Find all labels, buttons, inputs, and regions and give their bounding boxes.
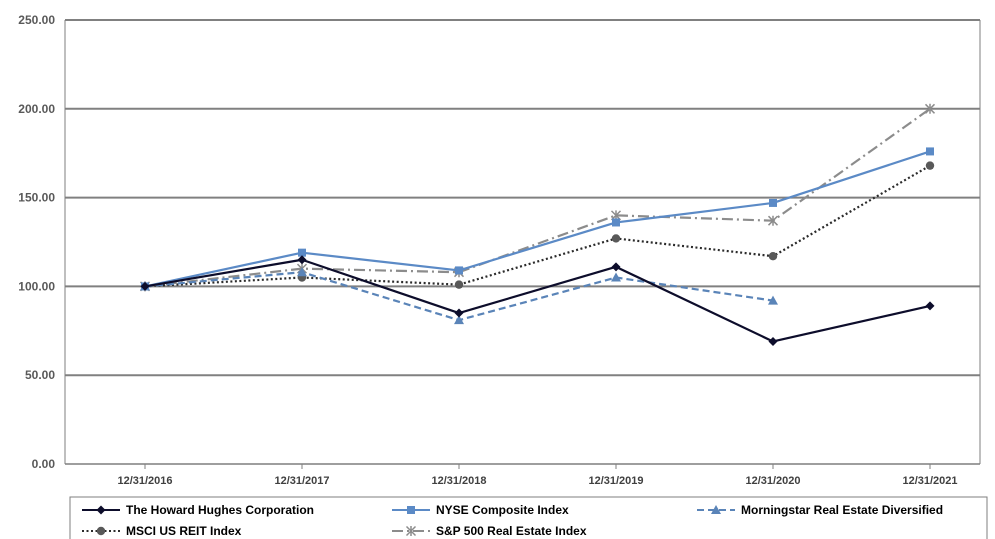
legend-marker	[96, 505, 106, 515]
data-point	[925, 301, 935, 311]
y-tick-label: 150.00	[18, 191, 55, 205]
data-point	[768, 336, 778, 346]
legend: The Howard Hughes Corporation NYSE Compos…	[69, 496, 988, 539]
legend-marker	[405, 525, 417, 537]
series-msci-us-reit-index	[140, 161, 935, 291]
data-point	[611, 272, 621, 282]
y-tick-label: 0.00	[32, 457, 56, 471]
legend-label: Morningstar Real Estate Diversified	[741, 503, 943, 517]
y-tick-label: 200.00	[18, 102, 55, 116]
legend-item-nyse-composite-index: NYSE Composite Index	[392, 503, 569, 517]
data-point	[140, 281, 150, 291]
legend-marker	[407, 506, 415, 514]
legend-marker	[96, 526, 106, 536]
data-point	[925, 161, 935, 170]
data-point	[611, 262, 621, 272]
data-point	[612, 218, 620, 227]
legend-label: S&P 500 Real Estate Index	[436, 524, 587, 538]
series-nyse-composite-index	[141, 147, 934, 291]
legend-item-sandp-500-real-estate-index: S&P 500 Real Estate Index	[392, 524, 587, 538]
data-point	[454, 308, 464, 318]
data-point	[926, 147, 934, 156]
legend-box	[69, 496, 988, 539]
data-point	[297, 267, 307, 277]
data-point	[454, 280, 464, 289]
x-tick-label: 12/31/2020	[745, 475, 800, 487]
series-layer	[139, 103, 936, 346]
y-tick-label: 100.00	[18, 279, 55, 293]
data-point	[297, 255, 307, 265]
x-tick-label: 12/31/2021	[902, 475, 957, 487]
grid-layer	[64, 19, 981, 465]
data-point	[455, 266, 463, 275]
data-point	[454, 315, 464, 325]
legend-item-morningstar-real-estate-diversified: Morningstar Real Estate Diversified	[697, 503, 943, 517]
data-point	[924, 103, 936, 114]
data-point	[767, 215, 779, 226]
data-point	[768, 295, 778, 305]
data-point	[611, 234, 621, 243]
series-the-howard-hughes-corporation	[140, 255, 935, 346]
series-line	[144, 150, 931, 288]
series-line	[144, 258, 931, 343]
x-axis-ticks: 12/31/2016 12/31/2017 12/31/2018 12/31/2019…	[117, 464, 958, 487]
y-tick-label: 250.00	[18, 13, 55, 27]
legend-item-msci-us-reit-index: MSCI US REIT Index	[82, 524, 242, 538]
x-tick-label: 12/31/2016	[117, 475, 172, 487]
x-tick-label: 12/31/2017	[274, 475, 329, 487]
x-tick-label: 12/31/2019	[588, 475, 643, 487]
series-line	[144, 164, 931, 288]
y-axis-ticks: 0.00 50.00 100.00 150.00 200.00 250.00	[18, 13, 55, 471]
y-tick-label: 50.00	[25, 368, 55, 382]
legend-item-the-howard-hughes-corporation: The Howard Hughes Corporation	[82, 503, 314, 517]
legend-label: The Howard Hughes Corporation	[126, 503, 314, 517]
legend-label: NYSE Composite Index	[436, 503, 569, 517]
x-tick-label: 12/31/2018	[431, 475, 486, 487]
series-line	[144, 107, 931, 288]
legend-label: MSCI US REIT Index	[126, 524, 242, 538]
data-point	[769, 198, 777, 207]
data-point	[298, 248, 306, 257]
legend-marker	[711, 505, 721, 514]
data-point	[768, 252, 778, 261]
